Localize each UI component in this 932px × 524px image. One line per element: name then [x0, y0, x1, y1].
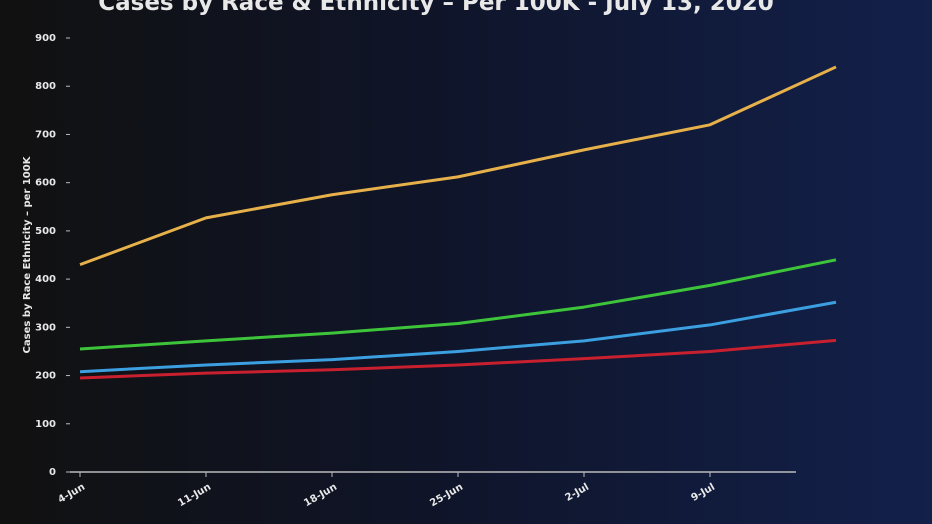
series-line — [79, 258, 837, 351]
y-tick-label: 0 — [49, 467, 56, 478]
x-tick-label: 25-Jun — [428, 482, 465, 510]
y-tick-label: 900 — [35, 33, 56, 44]
y-tick-label: 100 — [35, 419, 56, 430]
chart-title: Cases by Race & Ethnicity – Per 100K - J… — [98, 0, 774, 16]
y-tick-label: 800 — [35, 81, 56, 92]
x-tick-label: 4-Jun — [56, 482, 87, 506]
y-axis-label: Cases by Race Ethnicity – per 100K — [22, 155, 33, 353]
x-tick-label: 11-Jun — [176, 482, 213, 510]
y-tick-label: 200 — [35, 371, 56, 382]
series-line — [79, 300, 837, 374]
y-tick-label: 500 — [35, 226, 56, 237]
series-line — [79, 338, 837, 380]
x-tick-label: 18-Jun — [302, 482, 339, 510]
x-tick-label: 9-Jul — [690, 482, 717, 504]
y-tick-label: 700 — [35, 129, 56, 140]
y-tick-label: 300 — [35, 322, 56, 333]
y-tick-label: 400 — [35, 274, 56, 285]
y-tick-label: 600 — [35, 178, 56, 189]
series-line — [79, 65, 837, 267]
x-tick-label: 2-Jul — [564, 482, 591, 504]
